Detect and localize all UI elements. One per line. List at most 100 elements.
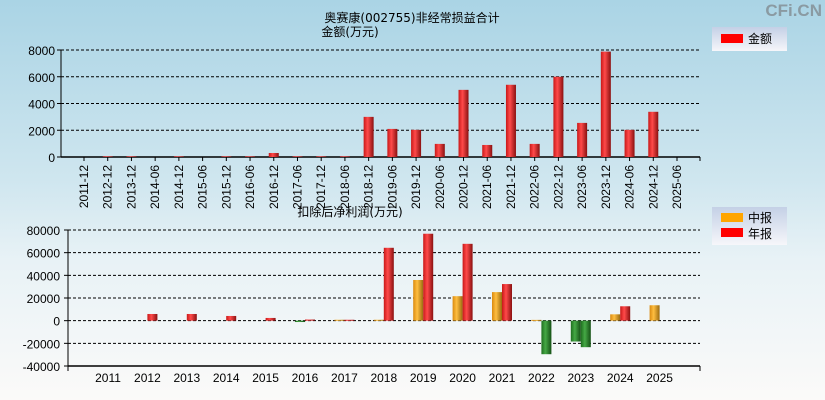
- bar: [245, 156, 256, 157]
- bar-annual: [541, 320, 552, 355]
- y-tick-label: 0: [53, 315, 60, 329]
- y-tick-label: 20000: [27, 292, 61, 306]
- bar-interim: [570, 320, 581, 342]
- bar-annual: [344, 319, 355, 321]
- bar-interim: [373, 319, 384, 321]
- x-tick-label: 2016-06: [243, 165, 257, 209]
- x-tick-label: 2018-12: [362, 165, 376, 209]
- x-tick-label: 2020: [449, 371, 476, 385]
- x-tick-label: 2011-12: [77, 165, 91, 208]
- bar: [268, 152, 279, 157]
- y-tick-label: 2000: [28, 124, 55, 138]
- bar: [316, 156, 327, 157]
- bar: [102, 156, 113, 157]
- x-tick-label: 2021: [489, 371, 516, 385]
- x-tick-label: 2014-12: [172, 165, 186, 209]
- bar: [434, 143, 445, 157]
- x-tick-label: 2017-12: [314, 165, 328, 209]
- x-tick-label: 2023: [567, 371, 594, 385]
- legend-label-amount: 金额: [748, 31, 772, 46]
- bar: [126, 156, 137, 157]
- x-tick-label: 2024-06: [623, 165, 637, 209]
- x-tick-label: 2024-12: [646, 165, 660, 209]
- x-tick-label: 2017-06: [290, 165, 304, 209]
- bar-annual: [265, 317, 276, 321]
- x-tick-label: 2014: [213, 371, 240, 385]
- x-tick-label: 2012-12: [101, 165, 115, 209]
- bar: [648, 111, 659, 157]
- x-tick-label: 2023-06: [575, 165, 589, 209]
- y-tick-label: 4000: [28, 98, 55, 112]
- x-tick-label: 2020-06: [433, 165, 447, 209]
- bottom-legend: 中报 年报: [712, 207, 787, 245]
- x-tick-label: 2025: [646, 371, 673, 385]
- bar: [363, 116, 374, 157]
- y-tick-label: -20000: [23, 337, 61, 351]
- bar-interim: [413, 279, 424, 321]
- bar-interim: [531, 319, 542, 321]
- x-tick-label: 2023-12: [599, 165, 613, 209]
- y-tick-label: 80000: [27, 224, 61, 238]
- x-tick-label: 2022: [528, 371, 555, 385]
- y-tick-label: 0: [48, 151, 55, 165]
- bar-interim: [649, 305, 660, 321]
- legend-swatch-annual: [721, 228, 743, 237]
- bar: [600, 51, 611, 158]
- bar-annual: [620, 306, 631, 321]
- legend-label-annual: 年报: [748, 226, 772, 241]
- x-tick-label: 2019-06: [385, 165, 399, 209]
- x-tick-label: 2022-12: [551, 165, 565, 209]
- y-tick-label: 8000: [28, 44, 55, 58]
- x-tick-label: 2022-06: [528, 165, 542, 209]
- y-tick-label: 6000: [28, 71, 55, 85]
- chart-title: 奥赛康(002755)非经常损益合计: [324, 10, 499, 25]
- x-tick-label: 2016: [292, 371, 319, 385]
- x-tick-label: 2018-06: [338, 165, 352, 209]
- x-tick-label: 2019-12: [409, 165, 423, 209]
- bar-annual: [502, 284, 512, 321]
- top-legend: 金额: [712, 27, 787, 51]
- y-tick-label: 60000: [27, 247, 61, 261]
- bar-annual: [186, 313, 197, 321]
- x-tick-label: 2013-12: [124, 165, 138, 209]
- y-tick-label: -40000: [23, 360, 61, 374]
- bar: [292, 156, 303, 157]
- x-tick-label: 2015: [252, 371, 279, 385]
- bar: [173, 156, 184, 157]
- x-tick-label: 2013: [173, 371, 200, 385]
- bar-annual: [226, 315, 237, 321]
- x-tick-label: 2021-06: [480, 165, 494, 209]
- bar-annual: [305, 319, 315, 321]
- bar: [221, 156, 232, 157]
- bar: [339, 156, 350, 157]
- x-tick-label: 2016-12: [267, 165, 281, 209]
- x-tick-label: 2011: [95, 371, 121, 385]
- bottom-chart-ylabel: 扣除后净利润(万元): [297, 204, 402, 219]
- bar-interim: [610, 314, 621, 321]
- legend-swatch-amount: [721, 34, 743, 43]
- bar: [577, 122, 588, 157]
- x-tick-label: 2012: [134, 371, 161, 385]
- y-tick-label: 40000: [27, 269, 61, 283]
- x-tick-label: 2018: [370, 371, 397, 385]
- bar-interim: [334, 319, 345, 321]
- top-chart-ylabel: 金额(万元): [321, 24, 378, 39]
- bar: [624, 129, 635, 157]
- x-tick-label: 2014-06: [148, 165, 162, 209]
- x-tick-label: 2021-12: [504, 165, 518, 209]
- legend-swatch-interim: [721, 213, 743, 222]
- bar-interim: [492, 292, 502, 321]
- bar: [411, 129, 422, 157]
- bar-annual: [462, 243, 473, 321]
- bar-annual: [147, 313, 158, 321]
- bar: [529, 143, 540, 157]
- x-tick-label: 2017: [331, 371, 358, 385]
- x-tick-label: 2019: [410, 371, 437, 385]
- bar-interim: [295, 320, 305, 323]
- bar: [387, 128, 398, 157]
- x-tick-label: 2025-06: [670, 165, 684, 209]
- bar: [482, 144, 493, 157]
- bar: [505, 84, 516, 157]
- watermark: CFi.CN: [765, 1, 822, 20]
